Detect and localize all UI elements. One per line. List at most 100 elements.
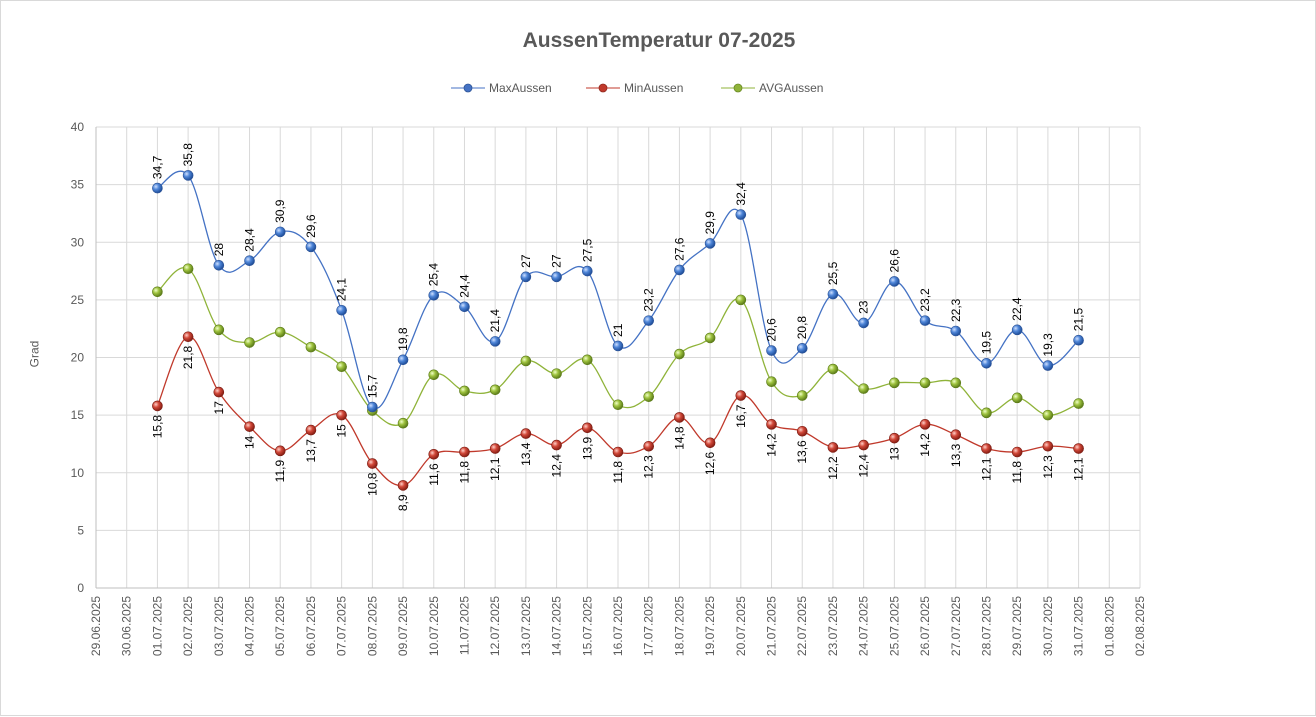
x-tick-label: 11.07.2025	[457, 596, 471, 655]
y-tick-label: 35	[71, 178, 85, 192]
data-point-max	[428, 289, 440, 301]
x-tick-label: 25.07.2025	[887, 596, 901, 656]
chart-title: AussenTemperatur 07-2025	[522, 29, 796, 52]
data-point-avg	[520, 355, 532, 367]
data-label-min: 16,7	[734, 404, 748, 428]
data-label-min: 14,2	[918, 433, 932, 457]
data-point-avg	[489, 384, 501, 396]
y-tick-label: 40	[71, 120, 85, 134]
gridlines	[95, 126, 1141, 589]
data-label-max: 27	[550, 254, 564, 268]
data-point-avg	[674, 348, 685, 360]
data-label-max: 15,7	[365, 374, 379, 398]
data-label-max: 21	[611, 323, 625, 337]
data-point-min	[520, 428, 532, 439]
x-tick-label: 07.07.2025	[335, 596, 349, 656]
data-label-min: 8,9	[396, 494, 410, 511]
data-point-max	[827, 288, 839, 300]
data-point-min	[397, 480, 409, 491]
data-point-min	[367, 458, 378, 469]
y-tick-label: 25	[71, 293, 85, 307]
data-label-min: 21,8	[181, 345, 195, 369]
data-point-avg	[1042, 409, 1054, 421]
data-label-min: 13,6	[795, 440, 809, 464]
data-point-min	[858, 439, 869, 451]
data-point-max	[950, 325, 962, 337]
data-point-avg	[1011, 392, 1023, 404]
data-point-min	[581, 422, 593, 434]
data-label-max: 29,6	[304, 214, 318, 238]
data-label-max: 28	[212, 243, 226, 257]
data-label-min: 10,8	[365, 472, 379, 496]
data-point-avg	[182, 263, 194, 275]
data-label-min: 12,3	[1041, 455, 1055, 479]
x-tick-label: 26.07.2025	[918, 596, 932, 656]
data-point-min	[981, 443, 992, 454]
data-label-max: 25,4	[427, 263, 441, 287]
data-label-min: 14	[243, 435, 257, 449]
data-point-max	[397, 354, 409, 366]
data-point-min	[704, 437, 716, 449]
data-point-max	[152, 182, 163, 194]
x-tick-label: 27.07.2025	[949, 596, 963, 656]
x-tick-label: 13.07.2025	[519, 596, 533, 656]
data-point-min	[950, 429, 962, 441]
data-point-max	[367, 401, 378, 413]
data-point-avg	[766, 376, 777, 388]
x-tick-label: 15.07.2025	[580, 596, 594, 656]
data-point-avg	[643, 391, 655, 402]
data-point-avg	[889, 377, 900, 389]
data-label-max: 35,8	[181, 143, 195, 167]
x-tick-label: 29.06.2025	[89, 596, 103, 656]
data-point-max	[489, 336, 501, 347]
data-label-max: 27	[519, 254, 533, 268]
data-point-max	[459, 301, 470, 313]
data-point-max	[336, 304, 347, 316]
data-point-min	[489, 443, 501, 454]
data-label-min: 12,3	[642, 455, 656, 479]
data-point-min	[305, 424, 317, 436]
x-tick-label: 17.07.2025	[642, 596, 656, 656]
data-point-max	[643, 315, 655, 326]
data-label-max: 20,8	[795, 316, 809, 340]
data-point-max	[551, 271, 562, 283]
data-point-avg	[981, 407, 992, 419]
x-tick-label: 06.07.2025	[304, 596, 318, 656]
y-tick-label: 5	[77, 523, 84, 537]
x-tick-label: 09.07.2025	[396, 596, 410, 656]
legend-label-min: MinAussen	[624, 81, 684, 95]
data-point-avg	[950, 377, 962, 389]
data-point-avg	[459, 385, 470, 397]
x-tick-label: 22.07.2025	[795, 596, 809, 656]
data-point-min	[919, 419, 931, 430]
data-label-min: 12,4	[550, 454, 564, 478]
data-point-min	[612, 446, 624, 458]
x-tick-label: 14.07.2025	[550, 596, 564, 656]
data-point-min	[244, 421, 255, 432]
data-label-min: 11,8	[1010, 461, 1024, 484]
y-tick-label: 30	[71, 235, 85, 249]
data-point-avg	[704, 332, 716, 344]
data-point-max	[796, 342, 808, 354]
data-label-max: 34,7	[150, 155, 164, 179]
y-tick-label: 20	[71, 351, 85, 365]
data-point-avg	[336, 361, 347, 373]
data-point-min	[889, 432, 900, 444]
x-tick-label: 05.07.2025	[273, 596, 287, 656]
data-label-min: 15,8	[150, 415, 164, 439]
data-point-max	[1042, 360, 1054, 371]
data-point-min	[152, 400, 163, 412]
data-label-min: 12,1	[488, 457, 502, 481]
data-point-avg	[428, 369, 440, 381]
legend-item-max: MaxAussen	[451, 81, 586, 95]
data-point-avg	[1073, 398, 1084, 409]
data-point-avg	[274, 326, 286, 338]
data-label-min: 11,8	[611, 461, 625, 484]
data-point-avg	[213, 324, 225, 336]
data-point-max	[612, 340, 624, 352]
data-label-min: 12,4	[857, 454, 871, 478]
x-tick-label: 08.07.2025	[365, 596, 379, 656]
data-label-max: 21,5	[1072, 308, 1086, 332]
data-point-avg	[152, 286, 163, 298]
data-point-min	[735, 390, 747, 401]
